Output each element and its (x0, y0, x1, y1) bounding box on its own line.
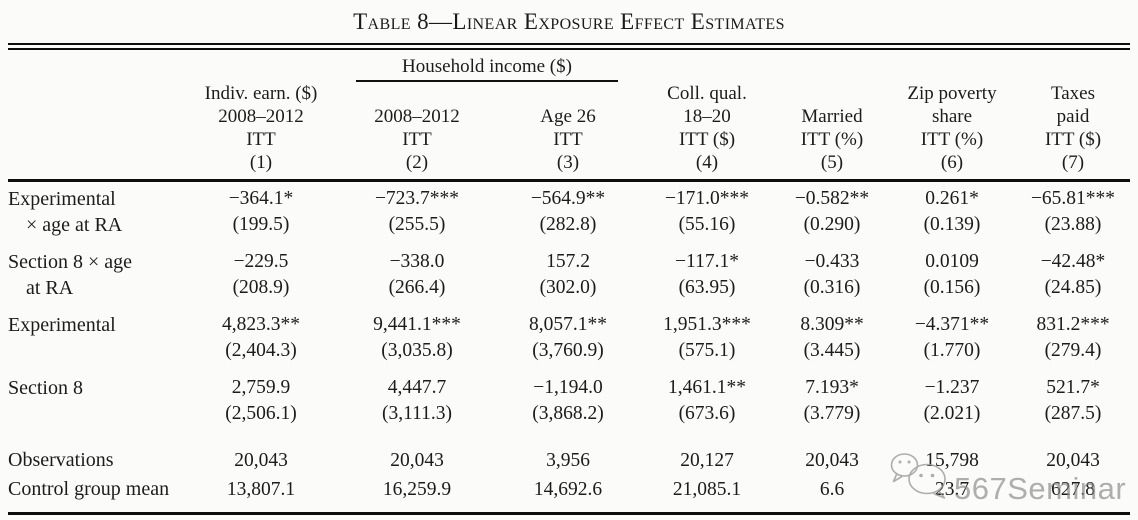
cell: 7.193* (3.779) (803, 377, 861, 424)
row-label: Section 8 (8, 377, 83, 399)
spanner-spacer (1016, 50, 1130, 82)
cell: −171.0*** (55.16) (664, 188, 750, 235)
row-label: Section 8 × age at RA (8, 251, 133, 299)
cell: 1,951.3*** (575.1) (663, 314, 751, 361)
cell: 0.0109 (0.156) (923, 251, 981, 298)
cell: 15,798 (925, 450, 979, 471)
cell: 2,759.9 (2,506.1) (225, 377, 297, 424)
cell: −229.5 (208.9) (232, 251, 290, 298)
cell: −1,194.0 (3,868.2) (532, 377, 604, 424)
spanner-spacer (776, 50, 888, 82)
results-table: Household income ($) Indiv. earn. ($) 20… (8, 50, 1130, 503)
column-header-2: 2008–2012 ITT (2) (336, 82, 498, 182)
cell: 21,085.1 (672, 479, 742, 500)
cell: −117.1* (63.95) (675, 251, 739, 298)
cell: −65.81*** (23.88) (1030, 188, 1116, 235)
table-title: Table 8—Linear Exposure Effect Estimates (353, 9, 785, 34)
table-header: Household income ($) Indiv. earn. ($) 20… (8, 50, 1130, 182)
cell: 157.2 (302.0) (539, 251, 597, 298)
cell: 14,692.6 (533, 479, 603, 500)
cell: 627.8 (1051, 479, 1095, 500)
coef-row-section8-x-age: Section 8 × age at RA −229.5 (208.9) −338… (8, 245, 1130, 308)
column-header-5: Married ITT (%) (5) (776, 82, 888, 182)
spanner-spacer (8, 50, 186, 82)
cell: −364.1* (199.5) (228, 188, 294, 235)
cell: 9,441.1*** (3,035.8) (373, 314, 461, 361)
row-label-header (8, 82, 186, 182)
cell: −0.582** (0.290) (794, 188, 870, 235)
row-label: Control group mean (8, 478, 170, 500)
cell: 20,043 (390, 450, 444, 471)
cell: 6.6 (819, 479, 845, 500)
observations-row: Observations 20,043 20,043 3,956 20,127 … (8, 434, 1130, 474)
column-header-1: Indiv. earn. ($) 2008–2012 ITT (1) (186, 82, 336, 182)
cell: 13,807.1 (226, 479, 296, 500)
cell: 8.309** (3.445) (800, 314, 864, 361)
row-label: Experimental × age at RA (8, 188, 123, 236)
cell: 8,057.1** (3,760.9) (529, 314, 607, 361)
cell: −338.0 (266.4) (388, 251, 446, 298)
cell: 4,447.7 (3,111.3) (381, 377, 453, 424)
spanner-spacer (186, 50, 336, 82)
cell: 831.2*** (279.4) (1036, 314, 1110, 361)
cell: −4.371** (1.770) (914, 314, 990, 361)
column-header-3: Age 26 ITT (3) (498, 82, 638, 182)
household-income-spanner-cell: Household income ($) (336, 50, 638, 82)
cell: 3,956 (546, 450, 590, 471)
cell: −564.9** (282.8) (530, 188, 606, 235)
cell: 23.7 (934, 479, 970, 500)
column-header-6: Zip poverty share ITT (%) (6) (888, 82, 1016, 182)
cell: 20,043 (805, 450, 859, 471)
row-label: Observations (8, 449, 114, 471)
cell: −723.7*** (255.5) (374, 188, 460, 235)
column-header-4: Coll. qual. 18–20 ITT ($) (4) (638, 82, 776, 182)
spanner-spacer (638, 50, 776, 82)
coef-row-section8: Section 8 2,759.9 (2,506.1) 4,447.7 (3,111… (8, 371, 1130, 434)
cell: 20,043 (234, 450, 288, 471)
cell: 16,259.9 (382, 479, 452, 500)
cell: 20,043 (1046, 450, 1100, 471)
top-double-rule (8, 43, 1130, 50)
cell: 521.7* (287.5) (1044, 377, 1102, 424)
coef-row-experimental: Experimental 4,823.3** (2,404.3) 9,441.1*… (8, 308, 1130, 371)
control-group-mean-row: Control group mean 13,807.1 16,259.9 14,… (8, 474, 1130, 503)
row-label: Experimental (8, 314, 116, 336)
cell: 1,461.1** (673.6) (668, 377, 746, 424)
cell: −1.237 (2.021) (923, 377, 981, 424)
column-header-7: Taxes paid ITT ($) (7) (1016, 82, 1130, 182)
cell: −0.433 (0.316) (803, 251, 861, 298)
bottom-rule (8, 512, 1130, 515)
cell: 4,823.3** (2,404.3) (222, 314, 300, 361)
spanner-spacer (888, 50, 1016, 82)
coef-row-experimental-x-age: Experimental × age at RA −364.1* (199.5) … (8, 181, 1130, 246)
cell: 20,127 (680, 450, 734, 471)
household-income-spanner: Household income ($) (356, 55, 618, 82)
cell: 0.261* (0.139) (923, 188, 981, 235)
cell: −42.48* (24.85) (1040, 251, 1106, 298)
